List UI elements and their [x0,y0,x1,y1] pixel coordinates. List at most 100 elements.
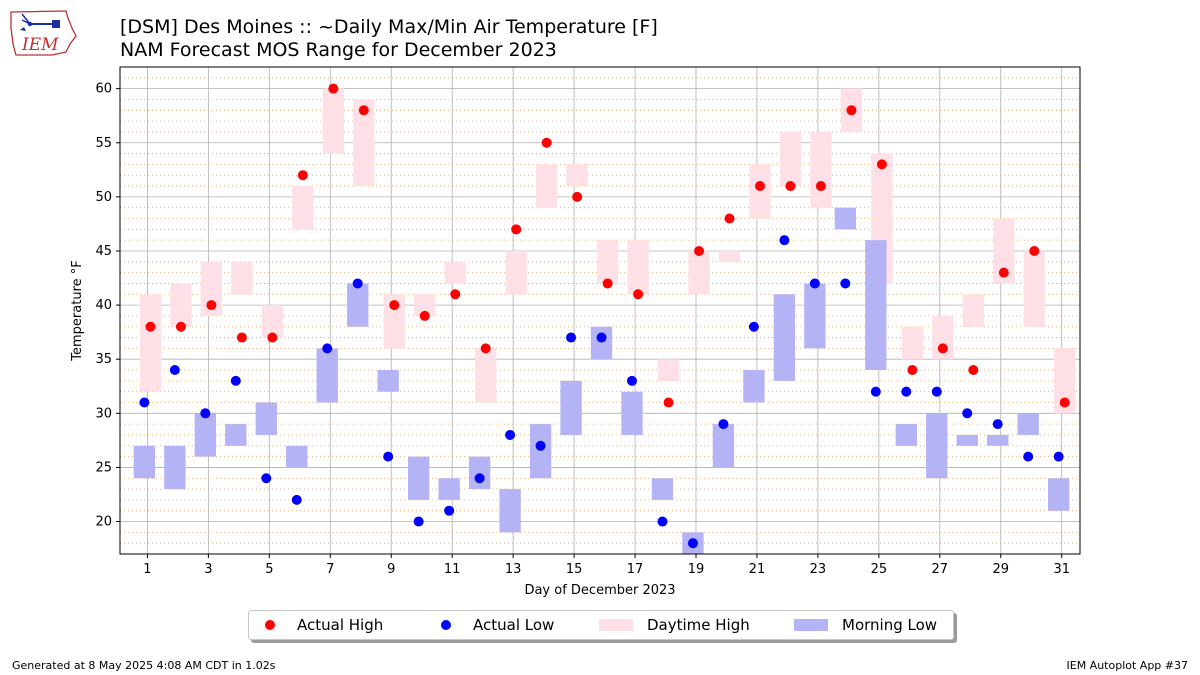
morning-low-bar [133,445,156,479]
y-tick-label: 55 [95,136,112,151]
daytime-high-bar [170,283,192,327]
actual-high-point [937,343,948,354]
daytime-high-bar [444,261,466,284]
morning-low-bar [895,424,917,446]
morning-low-bar [1017,413,1039,435]
actual-high-point [267,332,278,343]
legend-label-morning-low: Morning Low [842,616,938,634]
morning-low-bar [865,240,887,371]
iem-logo: IEM [10,10,77,56]
actual-low-point [139,397,150,408]
actual-high-point [480,343,491,354]
daytime-high-bar [505,250,527,295]
chart-subtitle: NAM Forecast MOS Range for December 2023 [120,39,557,61]
actual-high-point [297,170,308,181]
actual-high-point [419,310,430,321]
actual-high-point [145,321,156,332]
daytime-high-bar [779,131,802,187]
actual-high-point [815,181,826,192]
actual-low-point [566,332,577,343]
daytime-high-bar [536,164,558,208]
morning-low-bar [987,434,1009,446]
daytime-high-bar [1023,250,1045,327]
actual-low-point [779,235,790,246]
actual-low-point [931,386,942,397]
x-tick-label: 19 [688,562,705,577]
daytime-high-bar [627,240,649,295]
morning-low-bar [560,380,582,435]
morning-low-bar [773,294,796,381]
plot-frame [119,66,1081,555]
legend-label-actual-high: Actual High [297,616,384,634]
morning-low-bar [956,434,978,446]
actual-low-point [535,440,546,451]
x-tick-label: 5 [265,562,273,577]
actual-low-point [322,343,333,354]
x-tick-label: 3 [204,562,212,577]
morning-low-bar [834,207,856,230]
actual-low-point [809,278,820,289]
legend-label-daytime-high: Daytime High [647,616,750,634]
daytime-high-bar [353,99,375,187]
legend-marker-actual-low [441,620,451,630]
morning-low-bar [377,370,399,392]
legend-item-morning-low: Morning Low [794,611,937,639]
actual-high-point [633,289,644,300]
x-tick-label: 27 [932,562,949,577]
actual-high-point [755,181,765,192]
morning-low-bar [1048,478,1070,511]
legend-item-actual-low: Actual Low [425,611,554,639]
y-tick-label: 20 [95,515,112,530]
actual-low-point [261,473,272,484]
actual-high-point [907,365,918,376]
x-tick-label: 25 [871,562,888,577]
x-tick-label: 15 [566,562,583,577]
legend: Actual High Actual Low Daytime High Morn… [248,610,954,640]
actual-low-point [230,375,241,386]
actual-high-point [724,213,735,224]
actual-low-point [718,419,729,430]
actual-high-point [328,83,339,94]
chart-title: [DSM] Des Moines :: ~Daily Max/Min Air T… [120,16,658,38]
morning-low-bar [286,445,308,468]
actual-low-point [1053,451,1064,462]
footer-app-text: IEM Autoplot App #37 [1066,659,1189,672]
actual-high-point [785,181,796,192]
actual-low-point [1023,451,1034,462]
daytime-high-bar [261,305,284,338]
actual-high-point [968,365,979,376]
x-tick-label: 7 [326,562,334,577]
daytime-high-bar [688,250,710,295]
morning-low-bar [651,478,674,500]
morning-low-bar [255,402,277,435]
actual-low-point [901,386,912,397]
actual-low-point [657,516,668,527]
legend-marker-actual-high [265,620,275,630]
morning-low-bar [164,445,186,490]
actual-high-point [694,245,705,256]
actual-high-point [389,300,400,311]
morning-low-bar [712,424,735,468]
actual-low-point [962,408,973,419]
daytime-high-bar [414,294,436,316]
actual-low-point [413,516,424,527]
daytime-high-bar [932,315,954,360]
daytime-high-bar [718,250,741,262]
daytime-high-bar [383,294,405,349]
daytime-high-bar [139,294,162,392]
x-tick-label: 29 [992,562,1009,577]
y-tick-label: 45 [95,244,112,259]
actual-high-point [206,300,217,311]
x-tick-label: 17 [627,562,644,577]
actual-high-point [846,105,857,116]
actual-low-point [444,505,455,516]
daytime-high-bar [292,186,314,230]
y-tick-label: 50 [95,190,112,205]
actual-high-point [1059,397,1070,408]
legend-marker-daytime-high [599,619,633,631]
actual-low-point [352,278,363,289]
actual-high-point [1029,245,1040,256]
morning-low-bar [743,370,765,403]
actual-high-point [450,289,461,300]
y-tick-label: 30 [95,406,112,421]
